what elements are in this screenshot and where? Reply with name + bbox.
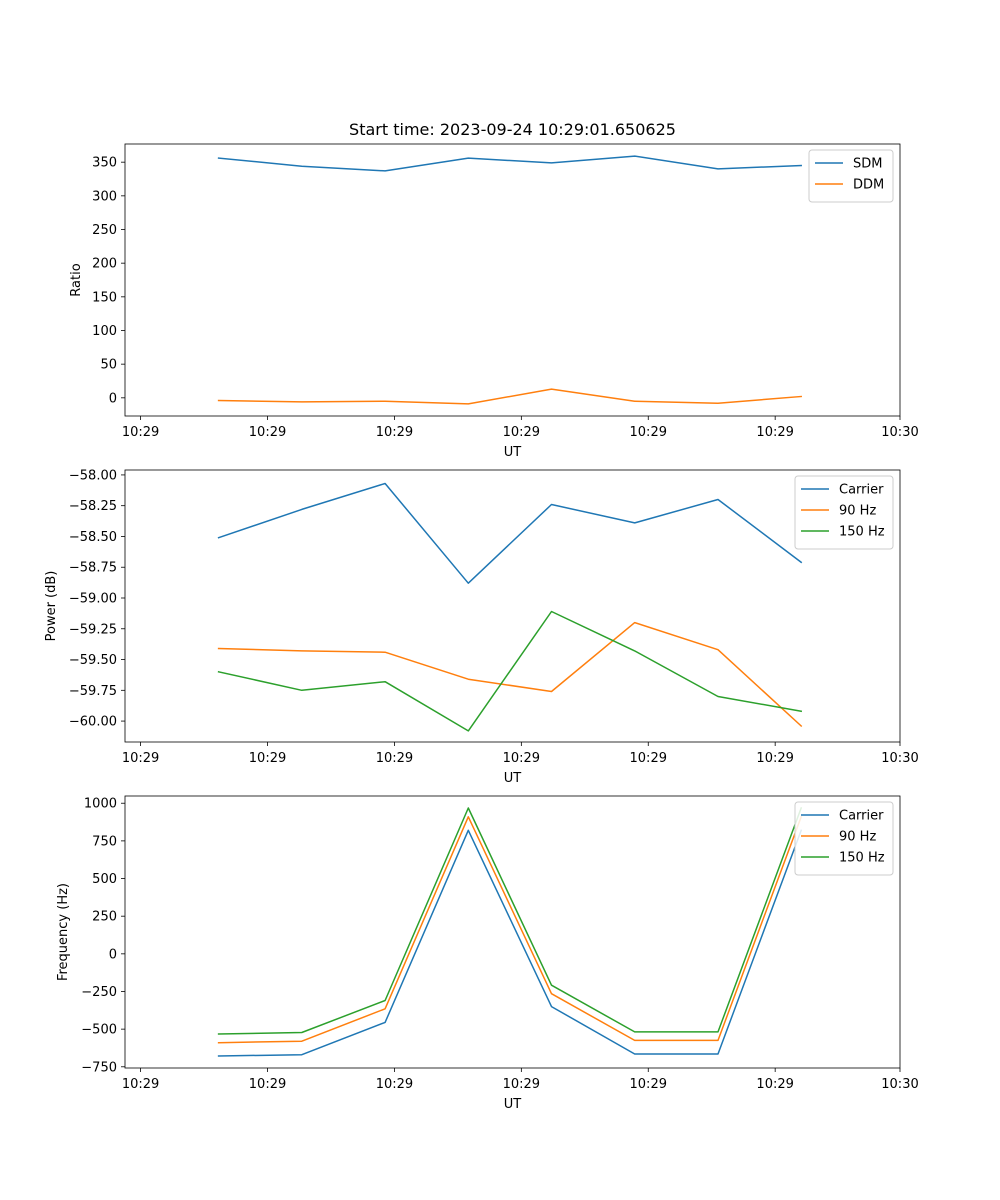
axes-frame (124, 795, 901, 1069)
x-axis-label: UT (504, 445, 522, 460)
y-tick-label: 150 (92, 290, 117, 305)
y-tick-label: −58.00 (69, 468, 117, 483)
y-tick-label: 1000 (84, 797, 117, 812)
legend-label: Carrier (839, 809, 884, 824)
legend-label: Carrier (839, 483, 884, 498)
legend: Carrier 90 Hz 150 Hz (794, 801, 894, 876)
x-tick-label: 10:29 (503, 751, 540, 766)
y-tick-label: −60.00 (69, 715, 117, 730)
x-tick-label: 10:29 (756, 425, 793, 440)
power-panel: 10:29 10:29 10:29 10:29 10:29 10:29 10:30 −60.0… (44, 468, 919, 786)
x-axis-label: UT (504, 1097, 522, 1112)
y-tick-label: −58.50 (69, 530, 117, 545)
frequency-panel: 10:29 10:29 10:29 10:29 10:29 10:29 10:30 −750 −… (56, 795, 919, 1112)
y-tick-label: −59.50 (69, 653, 117, 668)
x-tick-label: 10:29 (376, 751, 413, 766)
y-tick-label: −59.75 (69, 684, 117, 699)
legend-label: 150 Hz (839, 525, 885, 540)
y-tick-label: 100 (92, 324, 117, 339)
series-line-90-hz (217, 621, 803, 728)
series-line-carrier (217, 829, 803, 1057)
legend-label: SDM (853, 157, 882, 172)
y-axis-label: Power (dB) (44, 571, 59, 642)
x-tick-label: 10:29 (630, 1077, 667, 1092)
x-tick-label: 10:30 (881, 1077, 918, 1092)
y-tick-label: 750 (92, 834, 117, 849)
x-tick-label: 10:29 (376, 425, 413, 440)
y-axis-label: Ratio (69, 263, 84, 296)
series-line-150-hz (217, 807, 803, 1035)
y-tick-label: −59.25 (69, 622, 117, 637)
chart-title: Start time: 2023-09-24 10:29:01.650625 (349, 120, 676, 139)
x-tick-label: 10:29 (249, 751, 286, 766)
axes-frame (124, 469, 901, 743)
x-tick-label: 10:29 (503, 425, 540, 440)
x-tick-label: 10:29 (249, 425, 286, 440)
y-tick-label: 200 (92, 257, 117, 272)
y-tick-label: −750 (81, 1060, 117, 1075)
x-tick-label: 10:29 (122, 1077, 159, 1092)
y-tick-label: −58.25 (69, 499, 117, 514)
x-axis-label: UT (504, 771, 522, 786)
y-tick-label: 0 (109, 947, 117, 962)
x-tick-label: 10:29 (122, 751, 159, 766)
legend-label: 150 Hz (839, 851, 885, 866)
x-tick-label: 10:30 (881, 751, 918, 766)
legend: Carrier 90 Hz 150 Hz (794, 475, 894, 550)
y-tick-label: 350 (92, 156, 117, 171)
legend: SDM DDM (808, 149, 894, 203)
x-tick-label: 10:29 (756, 1077, 793, 1092)
y-tick-label: 0 (109, 391, 117, 406)
x-tick-label: 10:29 (630, 751, 667, 766)
y-tick-label: 50 (100, 358, 117, 373)
series-line-sdm (217, 155, 802, 172)
legend-label: DDM (853, 178, 884, 193)
series-line-ddm (217, 388, 803, 405)
y-tick-label: −250 (81, 985, 117, 1000)
x-tick-label: 10:29 (376, 1077, 413, 1092)
legend-label: 90 Hz (839, 504, 876, 519)
axes-frame (124, 143, 901, 417)
x-tick-label: 10:29 (249, 1077, 286, 1092)
y-tick-label: 500 (92, 872, 117, 887)
y-tick-label: −500 (81, 1023, 117, 1038)
x-tick-label: 10:29 (503, 1077, 540, 1092)
x-tick-label: 10:29 (756, 751, 793, 766)
x-tick-label: 10:30 (881, 425, 918, 440)
series-line-150-hz (217, 610, 803, 732)
series-line-90-hz (217, 815, 803, 1044)
y-tick-label: 250 (92, 223, 117, 238)
y-tick-label: 250 (92, 910, 117, 925)
series-line-carrier (217, 482, 803, 584)
x-tick-label: 10:29 (122, 425, 159, 440)
ratio-panel: Start time: 2023-09-24 10:29:01.650625 10… (69, 120, 919, 460)
y-tick-label: −58.75 (69, 561, 117, 576)
y-tick-label: 300 (92, 189, 117, 204)
legend-label: 90 Hz (839, 830, 876, 845)
y-tick-label: −59.00 (69, 592, 117, 607)
y-axis-label: Frequency (Hz) (56, 883, 71, 981)
x-tick-label: 10:29 (630, 425, 667, 440)
